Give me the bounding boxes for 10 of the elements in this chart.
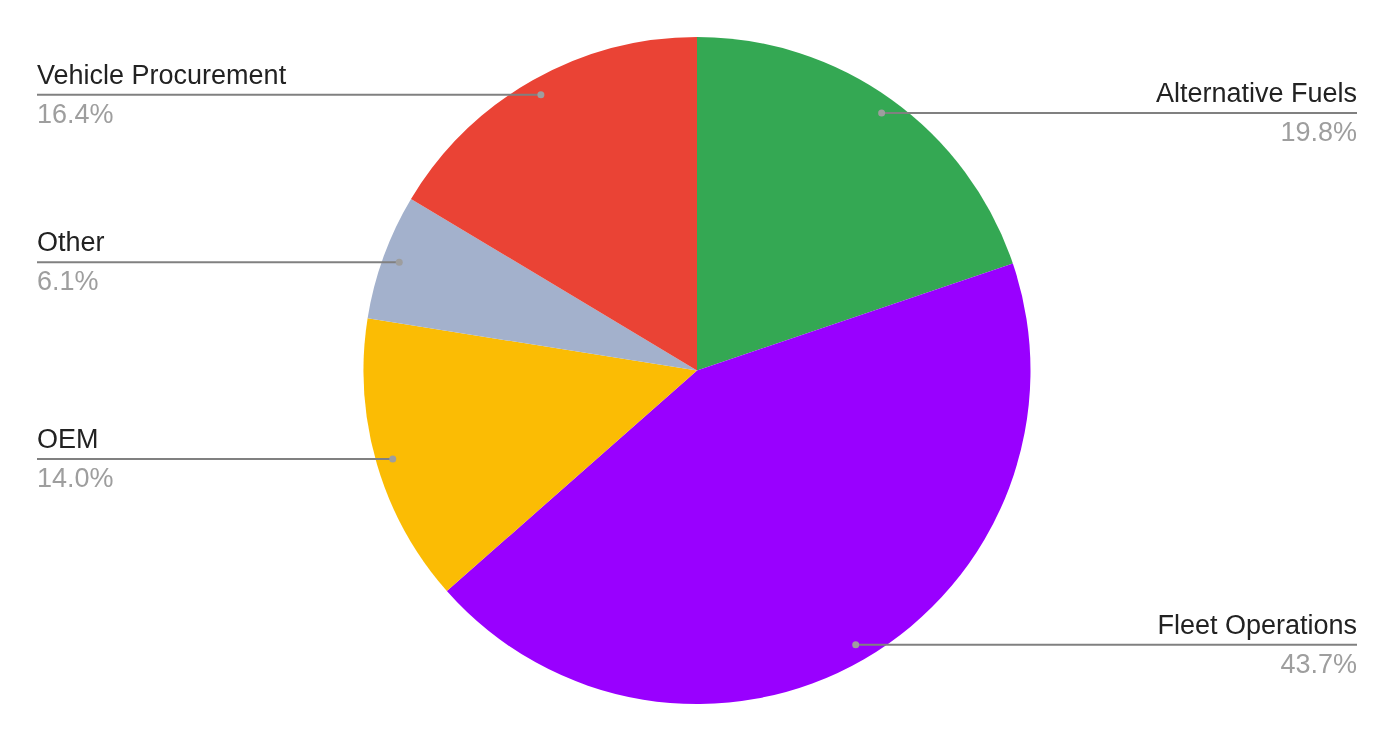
slice-label: Fleet Operations	[1157, 609, 1357, 640]
data-label: 6.1%	[37, 266, 99, 297]
slice-label: Alternative Fuels	[1155, 77, 1357, 108]
data-label: 14.0%	[37, 462, 114, 493]
data-label: 43.7%	[1280, 648, 1357, 679]
slice-label: Vehicle Procurement	[37, 59, 287, 90]
data-label: 16.4%	[37, 98, 114, 129]
slice-label: OEM	[37, 423, 99, 454]
slice-label: Other	[37, 227, 105, 258]
data-label: 19.8%	[1280, 116, 1357, 147]
